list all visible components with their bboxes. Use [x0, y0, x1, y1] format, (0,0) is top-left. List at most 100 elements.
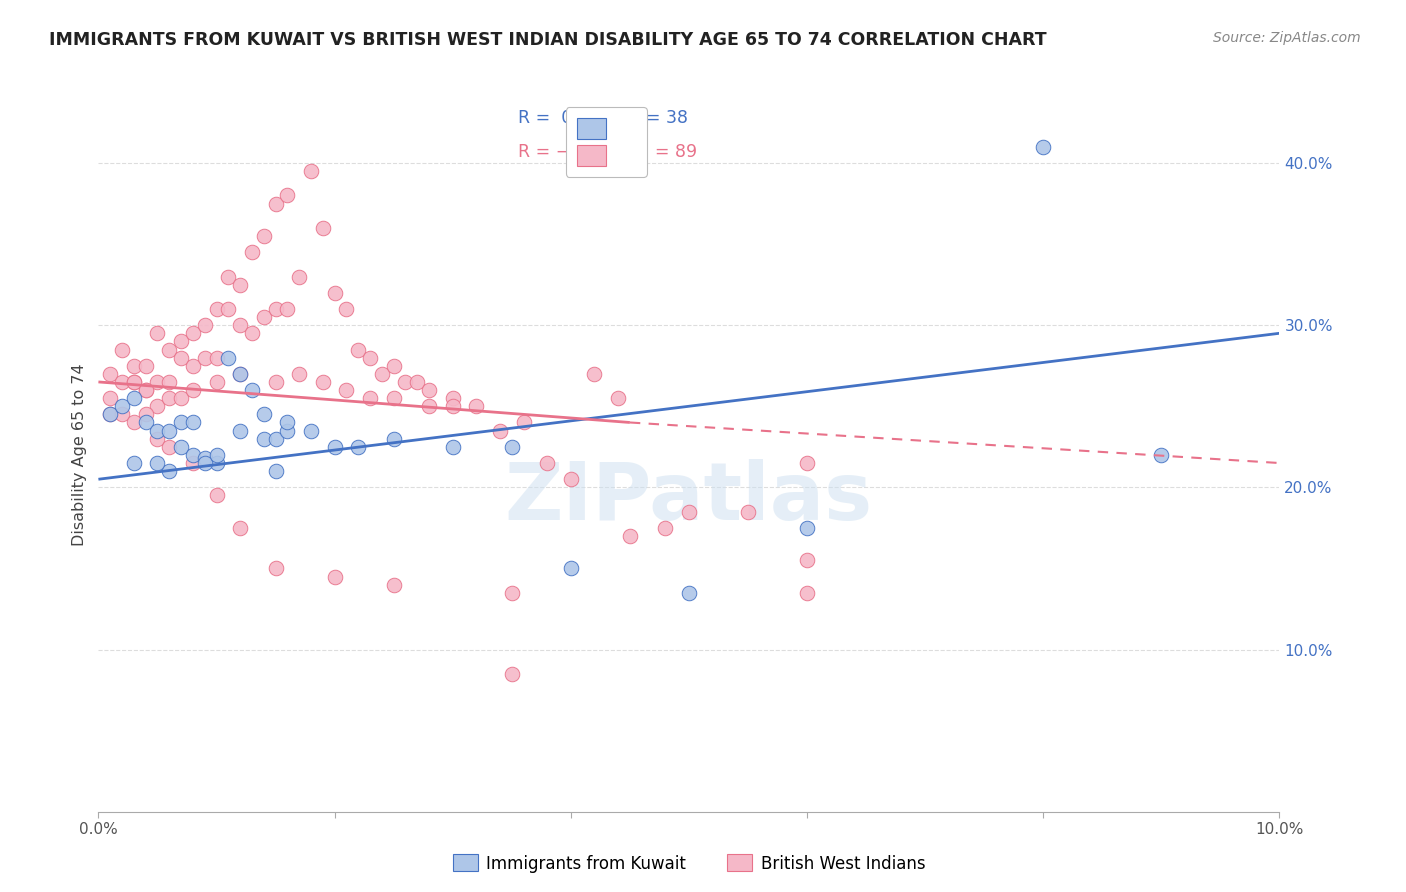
Point [229, 521, 252, 535]
Point [253, 310, 276, 324]
Point [98, 408, 121, 422]
Point [229, 367, 252, 381]
Point [181, 359, 204, 373]
Point [146, 432, 169, 446]
Point [170, 391, 193, 405]
Point [157, 391, 180, 405]
Point [335, 301, 357, 316]
Point [146, 375, 169, 389]
Point [264, 464, 287, 478]
Point [347, 440, 370, 454]
Point [323, 285, 346, 300]
Point [135, 408, 157, 422]
Point [122, 416, 145, 430]
Point [312, 220, 335, 235]
Point [135, 416, 157, 430]
Point [347, 343, 370, 357]
Point [299, 164, 322, 178]
Point [217, 351, 239, 365]
Point [737, 505, 759, 519]
Point [253, 408, 276, 422]
Point [205, 456, 228, 470]
Point [796, 456, 818, 470]
Point [205, 375, 228, 389]
Point [359, 391, 381, 405]
Point [217, 301, 239, 316]
Point [194, 318, 217, 333]
Point [181, 456, 204, 470]
Point [276, 416, 298, 430]
Point [229, 277, 252, 292]
Point [1032, 140, 1054, 154]
Point [240, 383, 263, 397]
Point [276, 188, 298, 202]
Point [796, 521, 818, 535]
Point [619, 529, 641, 543]
Point [111, 343, 134, 357]
Point [441, 440, 464, 454]
Point [264, 375, 287, 389]
Point [135, 359, 157, 373]
Point [240, 326, 263, 341]
Point [382, 359, 405, 373]
Point [111, 375, 134, 389]
Point [98, 367, 121, 381]
Point [512, 416, 534, 430]
Point [181, 416, 204, 430]
Point [205, 301, 228, 316]
Point [253, 229, 276, 244]
Point [122, 359, 145, 373]
Point [371, 367, 394, 381]
Point [98, 408, 121, 422]
Point [157, 375, 180, 389]
Point [560, 561, 582, 575]
Legend: Immigrants from Kuwait, British West Indians: Immigrants from Kuwait, British West Ind… [446, 847, 932, 880]
Point [288, 269, 311, 284]
Point [299, 424, 322, 438]
Point [157, 464, 180, 478]
Point [229, 424, 252, 438]
Point [194, 351, 217, 365]
Point [122, 391, 145, 405]
Point [205, 351, 228, 365]
Point [157, 343, 180, 357]
Point [135, 383, 157, 397]
Point [678, 505, 700, 519]
Point [264, 561, 287, 575]
Point [205, 448, 228, 462]
Point [217, 269, 239, 284]
Point [382, 391, 405, 405]
Point [146, 399, 169, 413]
Point [276, 424, 298, 438]
Point [170, 351, 193, 365]
Text: R =  0.217   N = 38: R = 0.217 N = 38 [517, 109, 688, 127]
Point [253, 432, 276, 446]
Point [135, 383, 157, 397]
Point [796, 553, 818, 567]
Point [194, 451, 217, 466]
Point [111, 399, 134, 413]
Point [382, 577, 405, 591]
Point [418, 399, 440, 413]
Point [146, 424, 169, 438]
Point [406, 375, 429, 389]
Point [146, 326, 169, 341]
Point [181, 326, 204, 341]
Point [111, 408, 134, 422]
Point [229, 318, 252, 333]
Y-axis label: Disability Age 65 to 74: Disability Age 65 to 74 [72, 364, 87, 546]
Point [146, 456, 169, 470]
Point [312, 375, 335, 389]
Point [157, 424, 180, 438]
Point [122, 375, 145, 389]
Text: ZIPatlas: ZIPatlas [505, 458, 873, 537]
Point [170, 416, 193, 430]
Point [335, 383, 357, 397]
Point [170, 440, 193, 454]
Point [489, 424, 512, 438]
Point [276, 301, 298, 316]
Point [122, 456, 145, 470]
Point [501, 666, 523, 681]
Point [264, 432, 287, 446]
Point [157, 440, 180, 454]
